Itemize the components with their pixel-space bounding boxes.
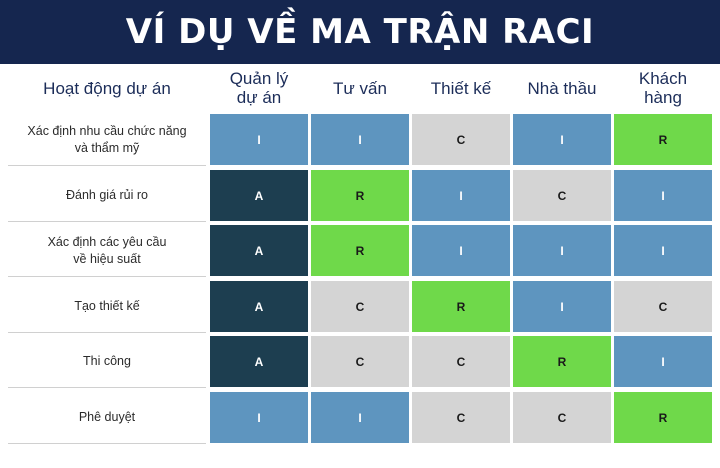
activity-column-header: Hoạt động dự án [43, 78, 171, 98]
raci-cell: R [614, 392, 712, 443]
raci-cell: A [210, 281, 308, 332]
raci-cell: I [614, 225, 712, 276]
activity-label: Phê duyệt [8, 392, 206, 444]
raci-cell: R [311, 225, 409, 276]
raci-cell: C [412, 336, 510, 387]
activity-label: Thi công [8, 336, 206, 388]
raci-cell: I [311, 114, 409, 165]
raci-cell: A [210, 225, 308, 276]
raci-cell: I [513, 281, 611, 332]
raci-cell: R [311, 170, 409, 221]
raci-matrix: Hoạt động dự án Quản lý dự án Tư vấn Thi… [0, 64, 720, 468]
raci-cell: C [311, 281, 409, 332]
role-header-contractor: Nhà thầu [527, 78, 597, 98]
raci-cell: I [412, 225, 510, 276]
page-title: VÍ DỤ VỀ MA TRẬN RACI [125, 12, 595, 52]
raci-cell: I [311, 392, 409, 443]
activity-label: Tạo thiết kế [8, 281, 206, 333]
raci-cell: I [614, 170, 712, 221]
activity-label: Đánh giá rủi ro [8, 170, 206, 222]
raci-cell: A [210, 170, 308, 221]
role-header-client: Khách hàng [638, 69, 688, 107]
raci-cell: C [513, 392, 611, 443]
raci-cell: C [614, 281, 712, 332]
raci-cell: C [412, 392, 510, 443]
raci-cell: C [412, 114, 510, 165]
raci-cell: C [311, 336, 409, 387]
raci-cell: I [210, 114, 308, 165]
raci-cell: R [513, 336, 611, 387]
raci-cell: R [412, 281, 510, 332]
raci-cell: I [210, 392, 308, 443]
activity-label: Xác định nhu cầu chức năng và thẩm mỹ [8, 114, 206, 166]
raci-cell: R [614, 114, 712, 165]
role-header-designer: Thiết kế [430, 78, 492, 98]
activity-label: Xác định các yêu cầu về hiệu suất [8, 225, 206, 277]
raci-cell: C [513, 170, 611, 221]
title-banner: VÍ DỤ VỀ MA TRẬN RACI [0, 0, 720, 64]
raci-cell: A [210, 336, 308, 387]
role-header-consultant: Tư vấn [333, 78, 387, 98]
raci-cell: I [513, 114, 611, 165]
raci-cell: I [513, 225, 611, 276]
raci-cell: I [412, 170, 510, 221]
role-header-project-manager: Quản lý dự án [229, 69, 289, 107]
raci-cell: I [614, 336, 712, 387]
